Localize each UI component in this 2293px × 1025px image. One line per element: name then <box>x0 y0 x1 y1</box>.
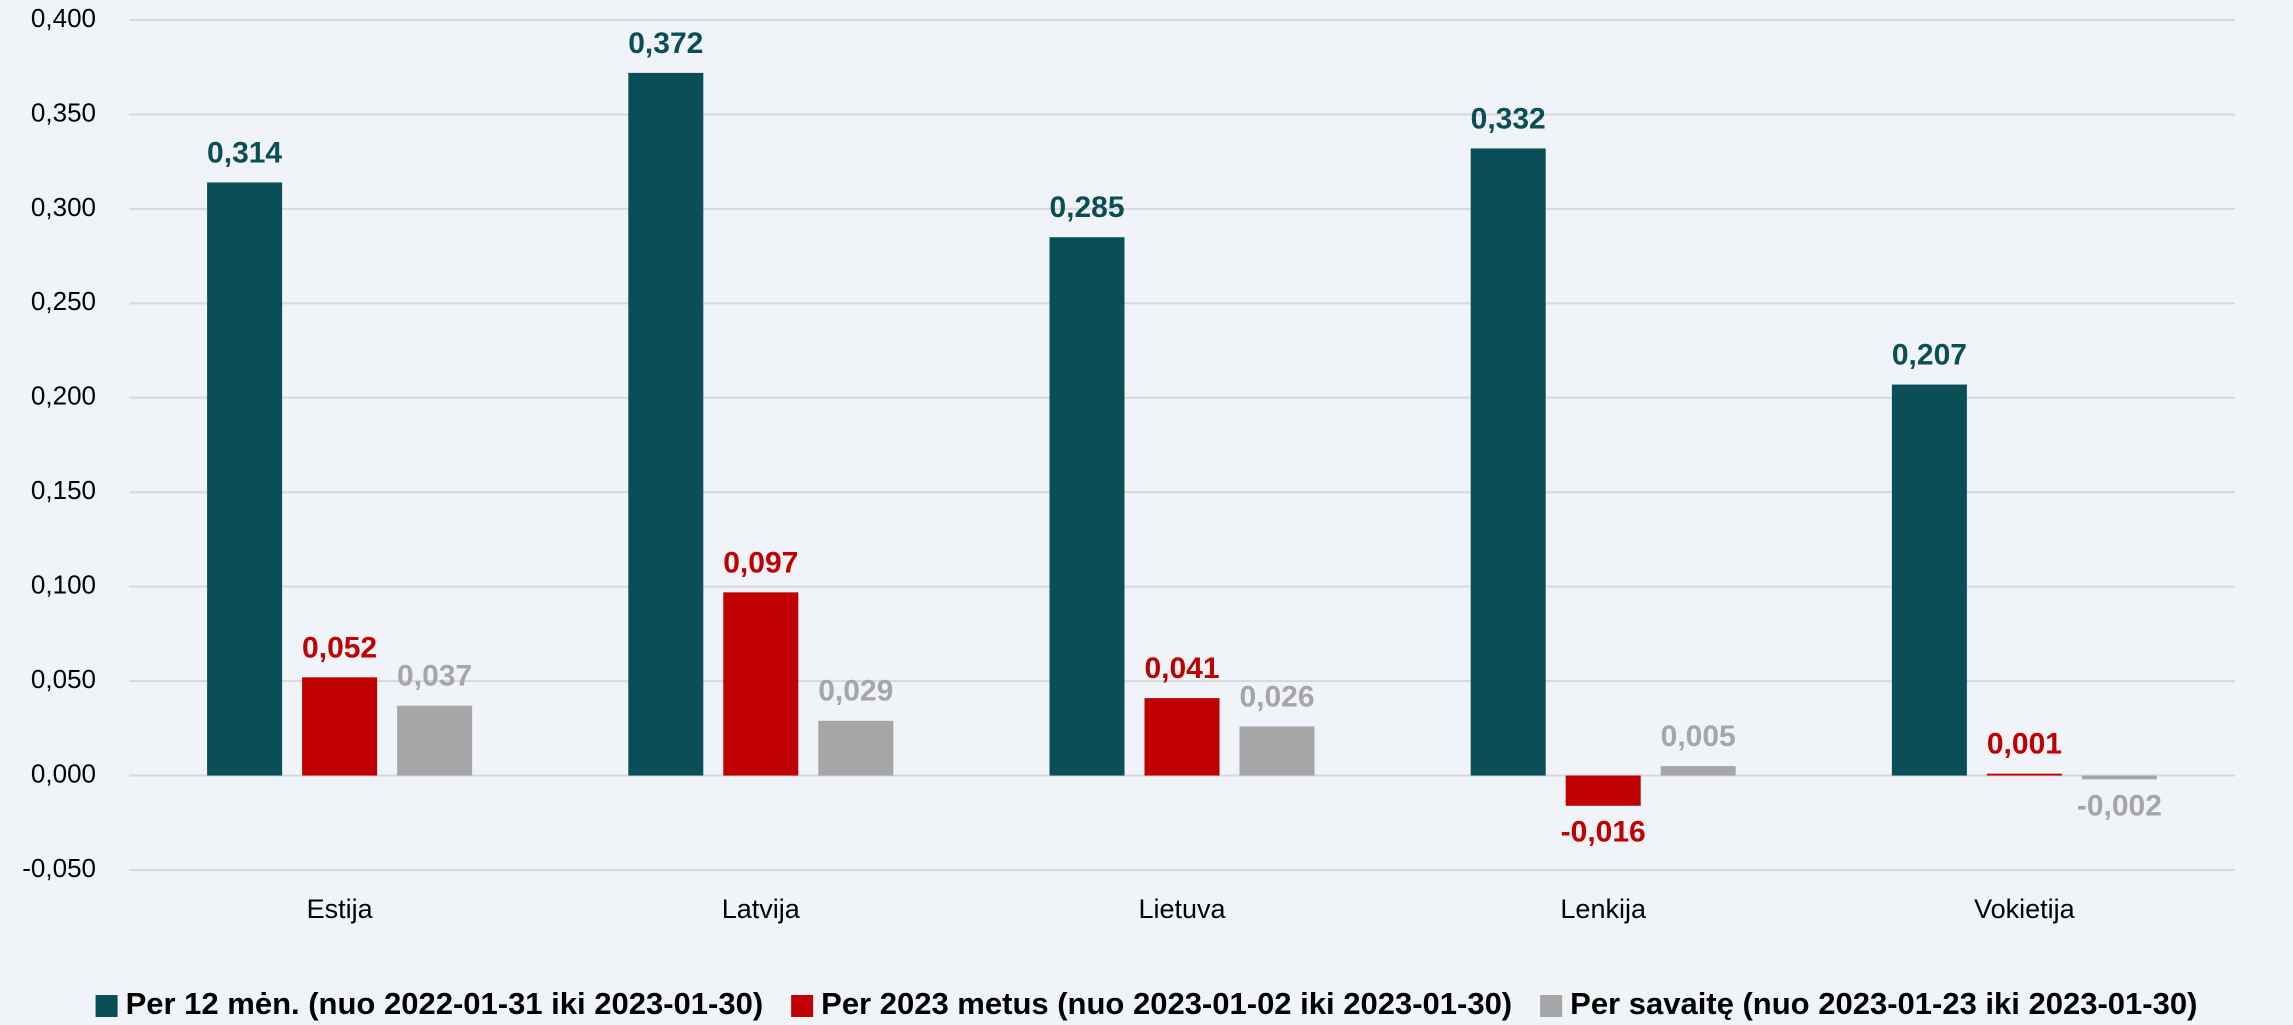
data-label: -0,016 <box>1561 816 1646 849</box>
y-tick-label: 0,400 <box>31 3 96 33</box>
bar <box>1144 698 1220 776</box>
y-tick-label: 0,300 <box>31 192 96 222</box>
bar <box>628 72 704 776</box>
legend-label: Per 12 mėn. (nuo 2022-01-31 iki 2023-01-… <box>126 986 764 1021</box>
data-label: 0,041 <box>1144 652 1219 685</box>
x-tick-label: Lietuva <box>1138 894 1226 924</box>
y-tick-label: 0,250 <box>31 286 96 316</box>
y-tick-label: -0,050 <box>22 853 96 883</box>
y-tick-label: 0,350 <box>31 97 96 127</box>
bar <box>1660 766 1736 776</box>
data-label: 0,001 <box>1987 728 2062 761</box>
legend-label: Per savaitę (nuo 2023-01-23 iki 2023-01-… <box>1570 986 2197 1021</box>
bar <box>1565 775 1641 806</box>
x-tick-label: Latvija <box>722 894 801 924</box>
x-tick-label: Lenkija <box>1560 894 1647 924</box>
legend-swatch <box>95 995 118 1017</box>
bar <box>302 677 378 776</box>
data-label: 0,052 <box>302 631 377 664</box>
bar <box>397 705 473 776</box>
bar <box>818 720 894 776</box>
bar <box>1470 148 1546 776</box>
x-tick-label: Vokietija <box>1974 894 2076 924</box>
data-label: 0,029 <box>818 675 893 708</box>
y-tick-label: 0,050 <box>31 664 96 694</box>
bar <box>1891 384 1967 776</box>
data-label: -0,002 <box>2077 789 2162 822</box>
data-label: 0,005 <box>1661 720 1736 753</box>
bar <box>1049 237 1125 776</box>
data-label: 0,097 <box>723 546 798 579</box>
data-label: 0,372 <box>628 27 703 60</box>
y-tick-label: 0,150 <box>31 475 96 505</box>
data-label: 0,026 <box>1239 680 1314 713</box>
data-label: 0,207 <box>1892 338 1967 371</box>
bar <box>723 592 799 776</box>
y-tick-label: 0,100 <box>31 570 96 600</box>
legend-swatch <box>791 995 814 1017</box>
data-label: 0,314 <box>207 136 282 169</box>
bar <box>1986 773 2062 776</box>
data-label: 0,332 <box>1471 102 1546 135</box>
bar <box>1239 726 1315 776</box>
legend-swatch <box>1540 995 1563 1017</box>
bar <box>207 182 283 776</box>
x-tick-label: Estija <box>307 894 374 924</box>
legend-label: Per 2023 metus (nuo 2023-01-02 iki 2023-… <box>821 986 1512 1021</box>
data-label: 0,037 <box>397 660 472 693</box>
data-label: 0,285 <box>1049 191 1124 224</box>
y-tick-label: 0,200 <box>31 381 96 411</box>
bar <box>2081 775 2157 780</box>
y-tick-label: 0,000 <box>31 758 96 788</box>
